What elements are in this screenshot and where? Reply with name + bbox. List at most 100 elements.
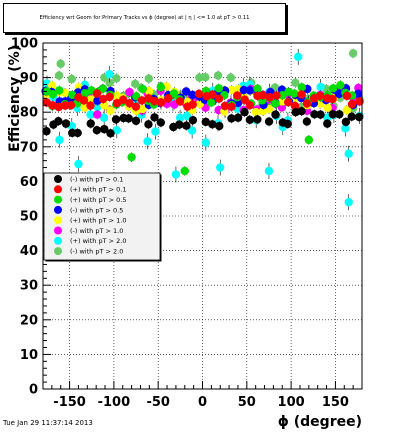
legend-label-6: (-) with pT > 1.0 (70, 227, 123, 235)
x-tick-label: 100 (278, 395, 305, 410)
data-point-2 (315, 91, 325, 101)
data-point-1 (175, 120, 184, 129)
data-point-3 (55, 86, 64, 95)
data-point-7 (294, 52, 303, 62)
data-point-5 (138, 104, 147, 114)
data-point-1 (86, 119, 95, 128)
data-point-1 (233, 113, 243, 122)
data-point-2 (92, 89, 102, 98)
data-point-1 (188, 115, 198, 125)
data-point-1 (131, 116, 141, 126)
data-point-3 (169, 89, 179, 98)
data-point-8 (130, 79, 140, 89)
data-point-7 (55, 135, 64, 145)
data-point-7 (143, 137, 152, 146)
data-point-3 (138, 84, 147, 94)
x-tick-label: 0 (198, 395, 207, 410)
data-point-2 (66, 101, 76, 110)
data-point-5 (86, 95, 96, 104)
data-point-2 (118, 95, 128, 104)
y-tick-label: 30 (20, 279, 38, 294)
x-axis-title: ϕ (degree) (278, 414, 362, 430)
data-point-3 (336, 81, 345, 90)
data-point-2 (283, 97, 293, 107)
data-point-1 (92, 125, 102, 135)
data-point-5 (227, 85, 236, 95)
legend-label-5: (+) with pT > 1.0 (70, 217, 126, 225)
data-point-8 (105, 78, 114, 87)
data-point-4 (188, 90, 197, 100)
data-point-1 (111, 115, 121, 124)
data-point-7 (344, 197, 353, 207)
data-point-1 (106, 129, 115, 138)
data-point-2 (208, 90, 217, 99)
data-point-6 (125, 87, 134, 97)
data-point-2 (297, 90, 306, 99)
data-point-1 (61, 119, 71, 128)
data-point-5 (251, 108, 261, 117)
data-point-3 (98, 84, 108, 93)
data-point-1 (297, 106, 306, 116)
data-point-8 (67, 74, 76, 84)
legend-label-7: (+) with pT > 2.0 (70, 237, 126, 245)
data-point-2 (157, 98, 166, 107)
data-point-1 (354, 112, 364, 122)
y-tick-label: 50 (20, 210, 38, 225)
data-point-2 (188, 100, 197, 109)
data-point-4 (245, 86, 255, 95)
x-tick-label: -50 (146, 395, 170, 410)
legend-label-8: (-) with pT > 2.0 (70, 248, 123, 256)
data-point-6 (354, 83, 363, 93)
legend-marker-5 (54, 216, 62, 225)
data-point-3 (297, 83, 307, 92)
data-point-1 (150, 113, 159, 122)
y-tick-label: 90 (20, 71, 38, 86)
data-point-2 (194, 89, 204, 99)
data-point-2 (302, 99, 312, 108)
data-point-7 (341, 124, 350, 133)
data-point-7 (216, 163, 225, 172)
data-point-1 (124, 114, 133, 123)
chart-title: Efficiency wrt Geom for Primary Tracks v… (39, 15, 250, 21)
data-point-3 (180, 166, 189, 176)
data-point-1 (215, 121, 224, 131)
y-tick-label: 0 (29, 383, 38, 398)
data-point-4 (334, 89, 344, 99)
data-point-1 (245, 115, 255, 125)
data-point-2 (131, 102, 141, 111)
legend-marker-3 (54, 195, 62, 204)
data-point-1 (227, 114, 236, 123)
data-point-3 (156, 83, 166, 92)
data-point-5 (100, 101, 109, 110)
data-point-2 (137, 96, 147, 105)
y-axis-title: Efficiency (%) (7, 45, 23, 152)
data-point-8 (201, 73, 210, 82)
data-point-1 (156, 118, 166, 127)
axes: 0 10 20 30 40 50 60 70 80 90 100 -150 -100 -50 0 50 100 1… (7, 37, 363, 430)
data-point-7 (344, 149, 353, 158)
legend-label-3: (+) with pT > 0.5 (70, 196, 126, 204)
data-point-1 (73, 128, 82, 138)
data-point-7 (99, 113, 109, 122)
data-point-1 (328, 110, 337, 119)
data-point-2 (164, 94, 173, 103)
data-point-7 (105, 69, 114, 79)
data-point-1 (253, 115, 262, 124)
data-point-6 (93, 110, 102, 119)
data-point-7 (86, 110, 95, 119)
data-point-3 (290, 89, 299, 98)
data-point-3 (253, 84, 262, 93)
data-point-2 (272, 91, 281, 100)
data-point-3 (80, 88, 90, 98)
legend-box (43, 172, 161, 261)
legend-marker-6 (54, 226, 62, 235)
data-point-2 (98, 94, 108, 104)
data-point-1 (341, 117, 351, 127)
data-point-5 (323, 103, 332, 112)
data-point-5 (342, 105, 351, 115)
data-point-5 (48, 81, 57, 90)
data-point-8 (195, 73, 204, 82)
data-point-2 (86, 101, 95, 110)
data-point-2 (355, 97, 364, 106)
